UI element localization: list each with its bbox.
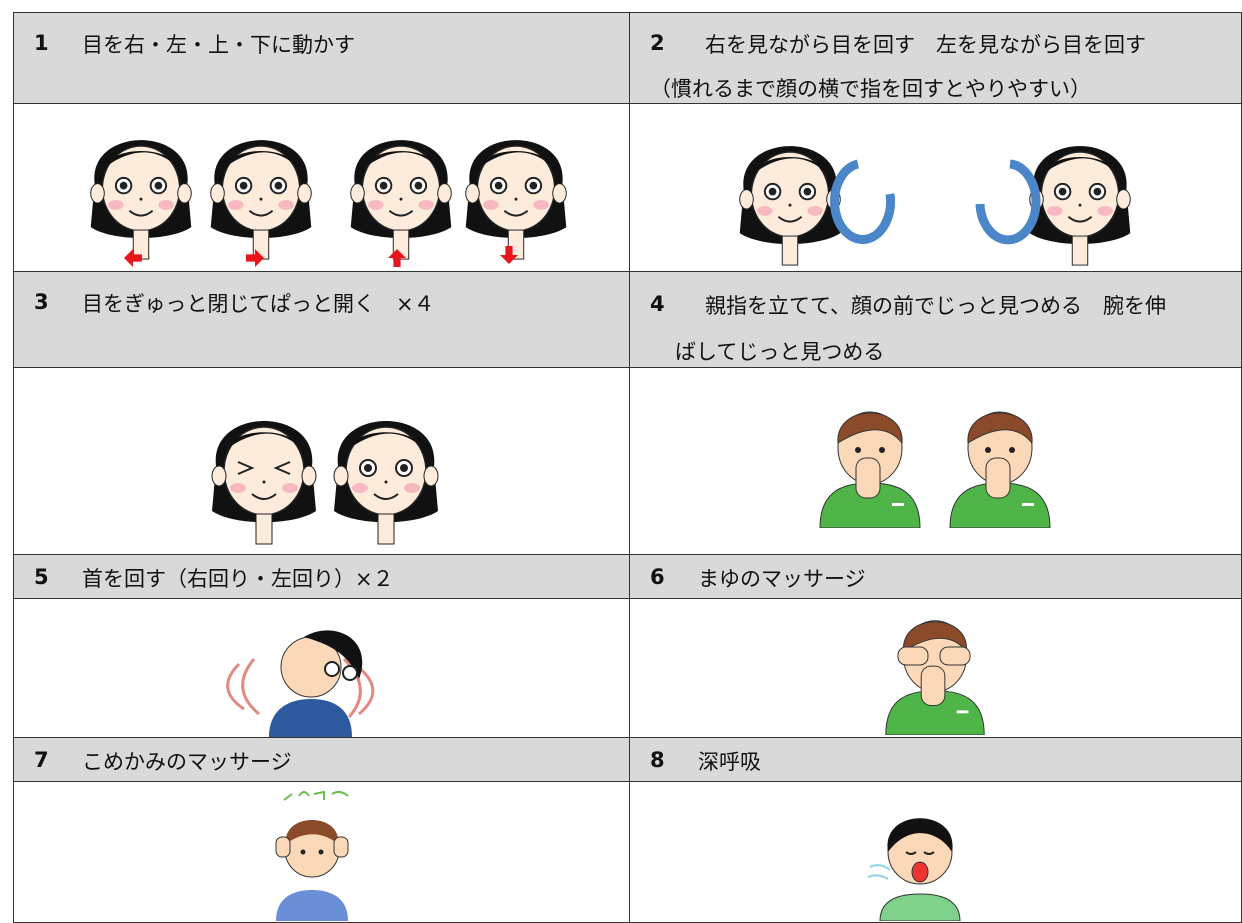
step-text: まゆのマッサージ xyxy=(698,567,866,591)
step-text: 目をぎゅっと閉じてぱっと開く ×４ xyxy=(82,292,435,316)
step-number: 3 xyxy=(34,290,49,314)
illustration xyxy=(819,411,1051,528)
picture-cell xyxy=(629,103,1242,273)
picture-cell xyxy=(13,598,631,739)
picture-cell xyxy=(13,103,631,273)
header-cell: 7 こめかみのマッサージ xyxy=(13,737,631,783)
picture-cell xyxy=(13,367,631,556)
step-text: ばしてじっと見つめる xyxy=(675,340,885,364)
illustration xyxy=(738,145,1132,267)
header-cell: 8 深呼吸 xyxy=(629,737,1242,783)
step-number: 7 xyxy=(34,748,49,772)
step-number: 8 xyxy=(650,748,665,772)
header-cell: 3 目をぎゅっと閉じてぱっと開く ×４ xyxy=(13,271,631,369)
header-cell: 2 右を見ながら目を回す 左を見ながら目を回す （慣れるまで顔の横で指を回すとや… xyxy=(629,12,1242,105)
header-cell: 1 目を右・左・上・下に動かす xyxy=(13,12,631,105)
step-text: 首を回す（右回り・左回り）×２ xyxy=(82,567,394,591)
step-number: 6 xyxy=(650,565,665,589)
step-number: 4 xyxy=(650,292,665,316)
step-text: こめかみのマッサージ xyxy=(82,750,292,774)
picture-cell xyxy=(13,781,631,923)
illustration xyxy=(89,139,568,267)
picture-cell xyxy=(629,781,1242,923)
header-cell: 6 まゆのマッサージ xyxy=(629,554,1242,600)
step-text: （慣れるまで顔の横で指を回すとやりやすい） xyxy=(650,77,1091,101)
illustration xyxy=(884,619,986,735)
illustration xyxy=(867,818,961,921)
picture-cell xyxy=(629,598,1242,739)
illustration xyxy=(226,630,375,737)
step-text: 右を見ながら目を回す 左を見ながら目を回す xyxy=(705,33,1146,57)
step-text: 深呼吸 xyxy=(698,750,761,774)
picture-cell xyxy=(629,367,1242,556)
header-cell: 4 親指を立てて、顔の前でじっと見つめる 腕を伸 ばしてじっと見つめる xyxy=(629,271,1242,369)
illustration xyxy=(275,790,349,921)
header-cell: 5 首を回す（右回り・左回り）×２ xyxy=(13,554,631,600)
step-number: 2 xyxy=(650,31,665,55)
step-number: 5 xyxy=(34,565,49,589)
illustration xyxy=(211,420,439,545)
step-text: 目を右・左・上・下に動かす xyxy=(82,33,355,57)
step-number: 1 xyxy=(34,31,49,55)
step-text: 親指を立てて、顔の前でじっと見つめる 腕を伸 xyxy=(705,294,1166,318)
